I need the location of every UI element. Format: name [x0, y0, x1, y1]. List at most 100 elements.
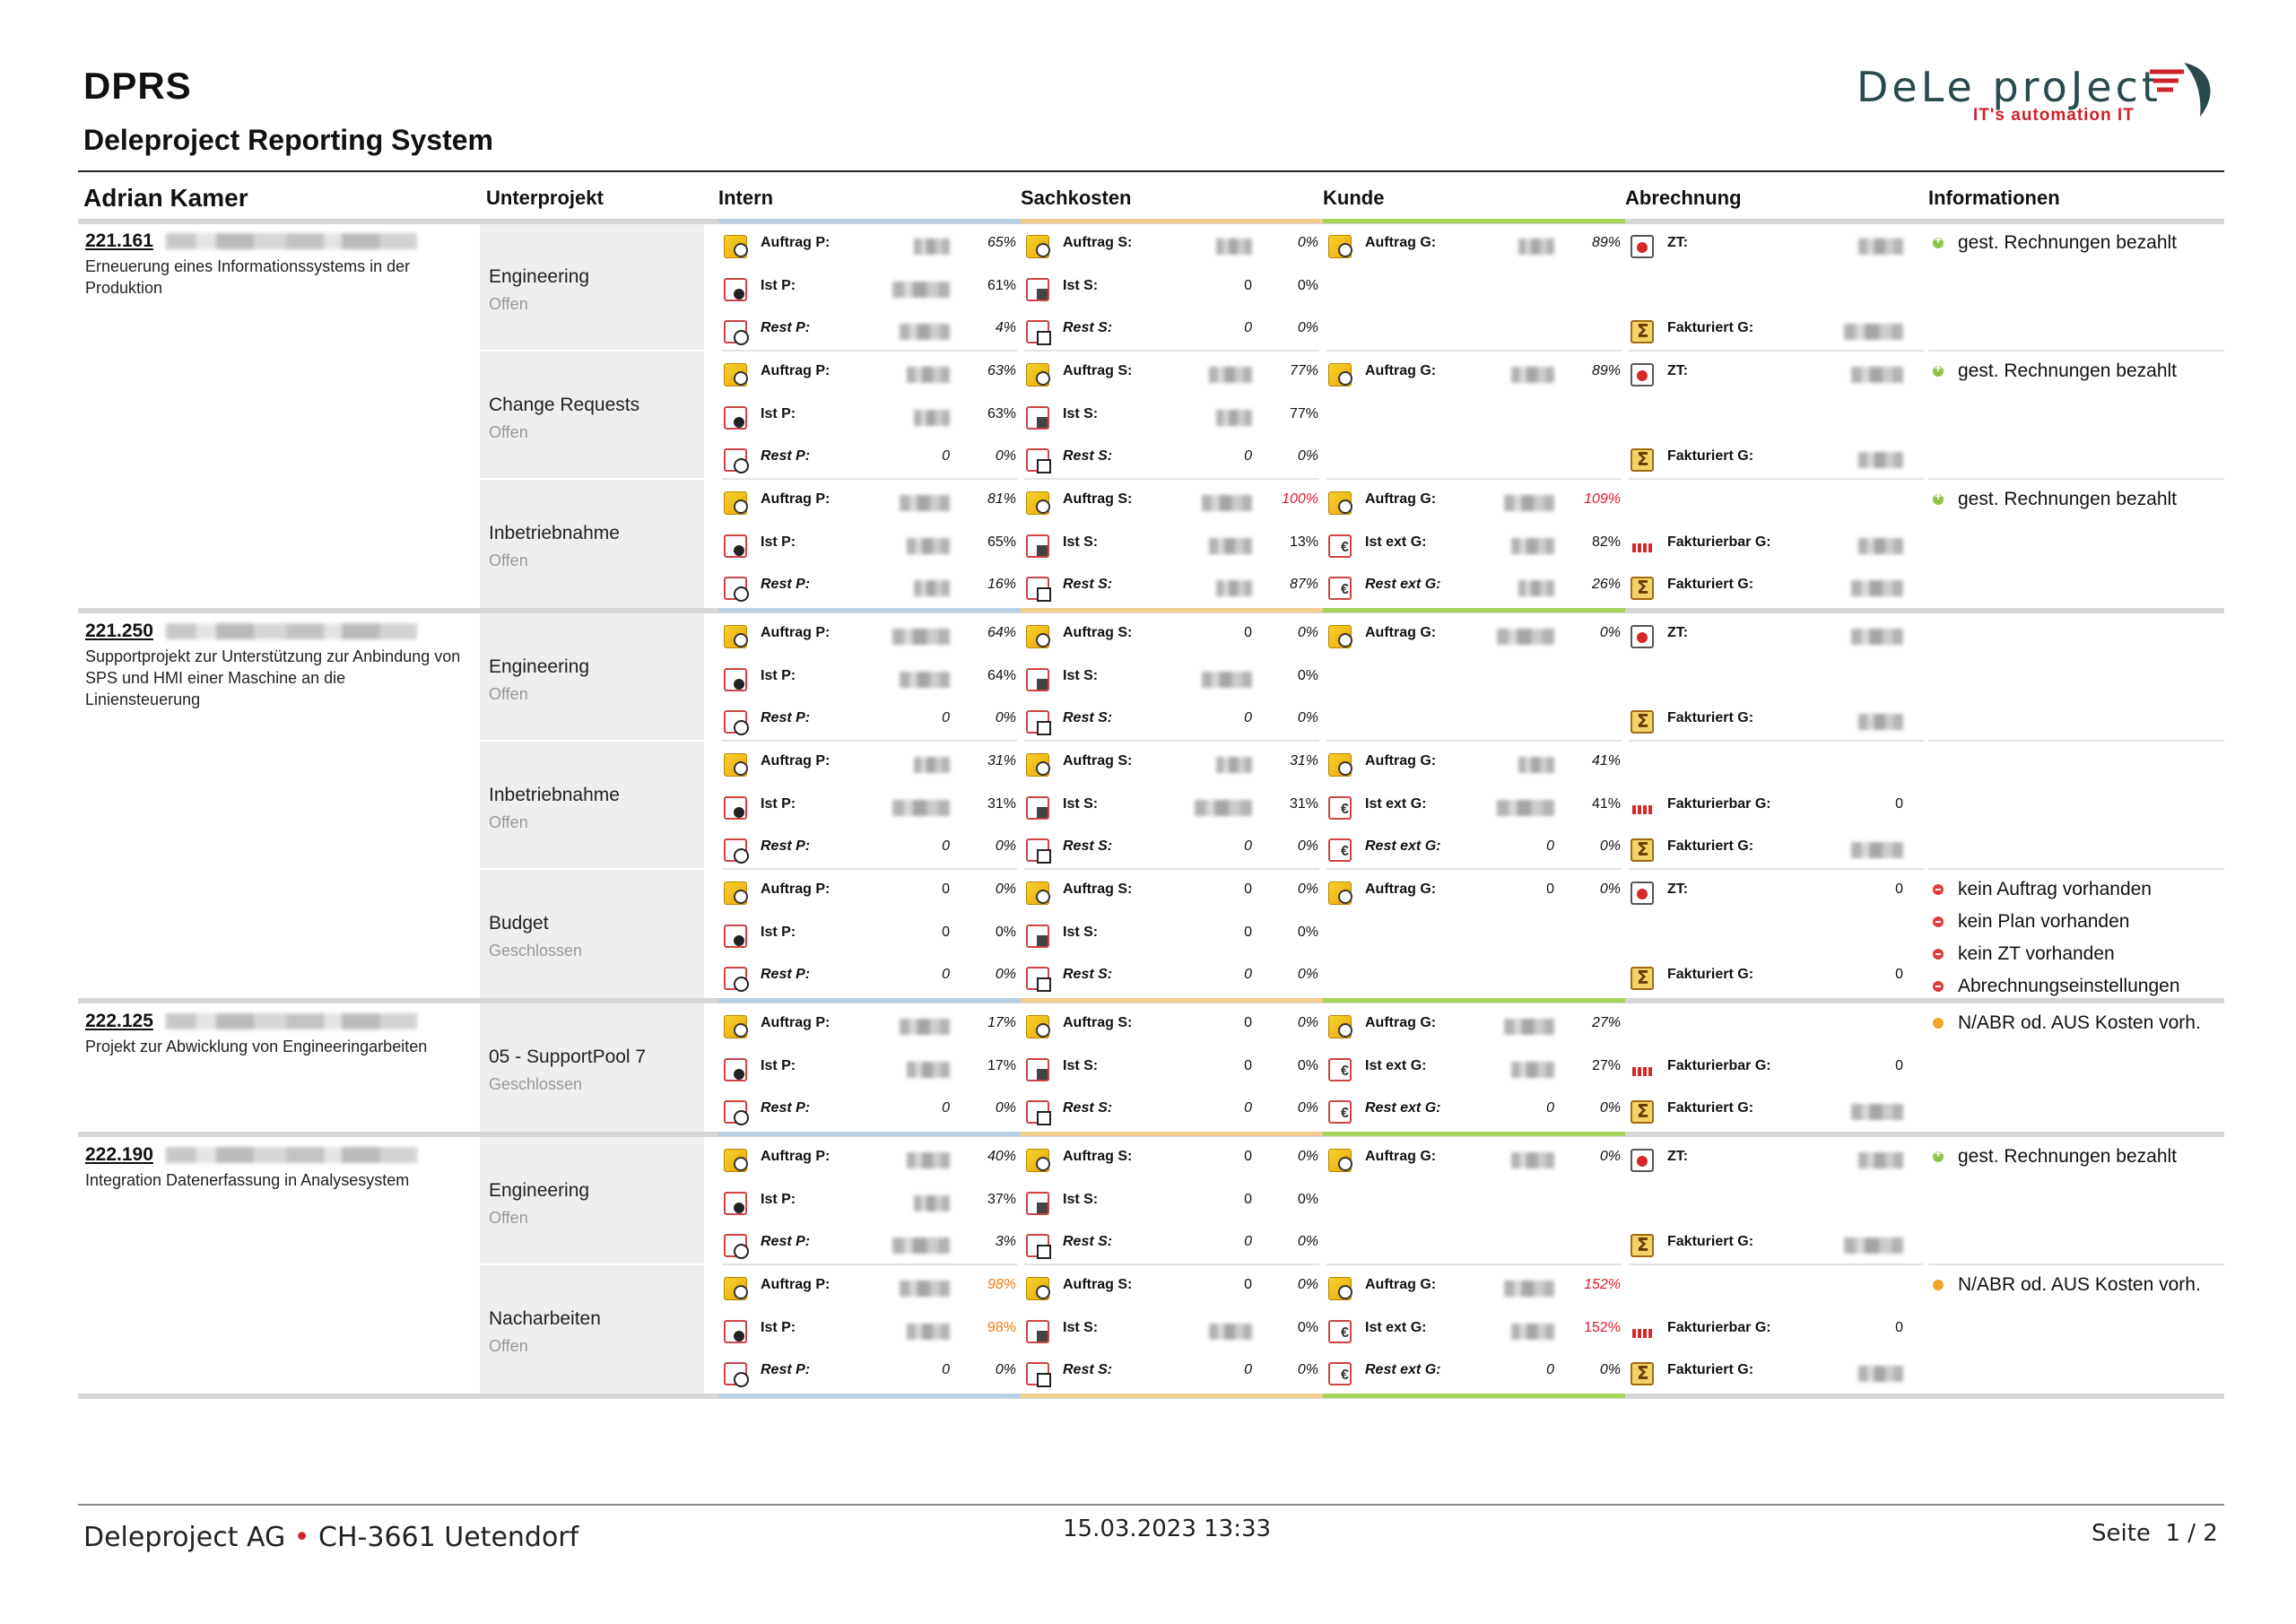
actual-cost-icon [1026, 1057, 1049, 1081]
actual-person-icon [724, 277, 747, 301]
page-number: 1 / 2 [2165, 1520, 2218, 1547]
rest-cost-icon [1026, 1234, 1051, 1259]
subproject-name: 05 - SupportPool 7 [489, 1046, 647, 1067]
info-item: gest. Rechnungen bezahlt [1933, 489, 2177, 510]
subproject-status: Offen [489, 1337, 528, 1355]
sach-column-bar [1021, 608, 1323, 612]
metric-percent: 64% [987, 625, 1016, 640]
value-redacted [907, 1061, 950, 1078]
project-id-link[interactable]: 222.190 [85, 1144, 153, 1165]
cell-divider [722, 868, 1017, 870]
subproject-cell: Change Requests Offen [480, 352, 704, 478]
metric-value: 0 [942, 838, 950, 854]
metric-percent: 87% [1289, 577, 1318, 592]
timesheet-icon [1631, 363, 1654, 386]
metric-percent: 64% [987, 667, 1016, 683]
invoiced-sum-icon [1631, 1234, 1654, 1257]
metric-percent: 89% [1591, 235, 1621, 250]
col-intern: Intern [718, 187, 774, 209]
value-redacted [1844, 324, 1903, 340]
rest-person-icon [724, 1362, 749, 1387]
metric-value: 0 [1244, 277, 1252, 293]
metric-label: Ist P: [761, 667, 796, 683]
metric-percent: 0% [1297, 277, 1318, 293]
metric-label: Auftrag G: [1365, 1015, 1437, 1030]
sach-column-bar [1021, 998, 1323, 1003]
value-redacted [1858, 537, 1903, 554]
order-clock-icon [1026, 753, 1050, 777]
rest-cost-icon [1026, 448, 1051, 473]
metric-label: Rest ext G: [1365, 838, 1441, 854]
value-redacted [892, 799, 950, 816]
metric-value: 0 [1244, 1100, 1252, 1116]
cell-divider [1326, 478, 1622, 480]
order-clock-icon [724, 235, 748, 258]
status-dot-icon [1933, 489, 1944, 505]
metric-value: 0 [942, 710, 950, 725]
metric-label: Auftrag G: [1365, 625, 1437, 640]
metric-percent: 0% [1297, 1149, 1318, 1164]
metric-label: Auftrag S: [1063, 753, 1133, 769]
metric-label: Ist S: [1063, 924, 1099, 940]
info-item: gest. Rechnungen bezahlt [1933, 1146, 2177, 1168]
order-clock-icon [1026, 1015, 1050, 1038]
metric-label: Auftrag G: [1365, 491, 1437, 507]
page-label: Seite [2092, 1520, 2151, 1547]
external-cost-icon [1328, 1319, 1352, 1343]
project-id-link[interactable]: 221.161 [85, 230, 153, 251]
external-cost-icon [1328, 1057, 1352, 1081]
rest-person-icon [724, 1234, 749, 1259]
subproject-status: Geschlossen [489, 942, 583, 960]
status-dot-icon [1933, 232, 1944, 248]
billing-value: 0 [1895, 1057, 1903, 1073]
timesheet-icon [1631, 235, 1654, 258]
info-item: kein Auftrag vorhanden [1933, 879, 2152, 900]
project-id-link[interactable]: 221.250 [85, 621, 153, 641]
metric-value: 0 [1244, 1362, 1252, 1377]
metric-label: Rest ext G: [1365, 577, 1441, 592]
metric-label: Auftrag S: [1063, 625, 1133, 640]
footer-page: Seite 1 / 2 [2092, 1520, 2218, 1547]
metric-label: Ist P: [761, 277, 796, 293]
rest-person-icon [724, 320, 749, 345]
value-redacted [900, 1281, 950, 1297]
metric-value: 0 [1244, 1234, 1252, 1249]
billing-label: ZT: [1667, 625, 1689, 640]
intern-column-bar [718, 1132, 1021, 1136]
kunde-column-bar [1323, 219, 1625, 223]
value-redacted [1504, 1019, 1554, 1035]
metric-percent: 0% [1297, 448, 1318, 464]
metric-percent: 41% [1591, 795, 1621, 812]
metric-percent: 0% [1599, 838, 1621, 854]
metric-label: Auftrag P: [761, 1015, 831, 1030]
col-abrechnung: Abrechnung [1625, 187, 1742, 209]
metric-value: 0 [1244, 924, 1252, 940]
metric-label: Auftrag P: [761, 491, 831, 507]
metric-percent: 0% [995, 710, 1016, 725]
subproject-status: Offen [489, 1209, 528, 1227]
metric-percent: 0% [995, 838, 1016, 854]
project-id-link[interactable]: 222.125 [85, 1011, 153, 1031]
subproject-cell: Engineering Offen [480, 613, 704, 740]
timesheet-icon [1631, 881, 1654, 905]
billing-label: Fakturiert G: [1667, 967, 1754, 982]
billing-label: Fakturiert G: [1667, 1100, 1754, 1116]
metric-label: Rest P: [761, 1234, 811, 1249]
value-redacted [1851, 367, 1903, 383]
value-redacted [900, 495, 950, 511]
cell-divider [1326, 1264, 1622, 1265]
actual-person-icon [724, 795, 747, 820]
metric-label: Auftrag S: [1063, 363, 1133, 378]
value-redacted [1216, 580, 1252, 596]
project-name-redacted [165, 233, 417, 249]
value-redacted [907, 1152, 950, 1168]
cell-divider [1024, 868, 1319, 870]
sach-column-bar [1021, 1394, 1323, 1398]
cell-divider [1928, 1264, 2224, 1265]
subproject-name: Engineering [489, 266, 590, 287]
cell-divider [1928, 478, 2224, 480]
value-redacted [1209, 367, 1252, 383]
value-redacted [1209, 1323, 1252, 1340]
metric-percent: 0% [995, 924, 1016, 940]
metric-label: Auftrag P: [761, 1277, 831, 1292]
